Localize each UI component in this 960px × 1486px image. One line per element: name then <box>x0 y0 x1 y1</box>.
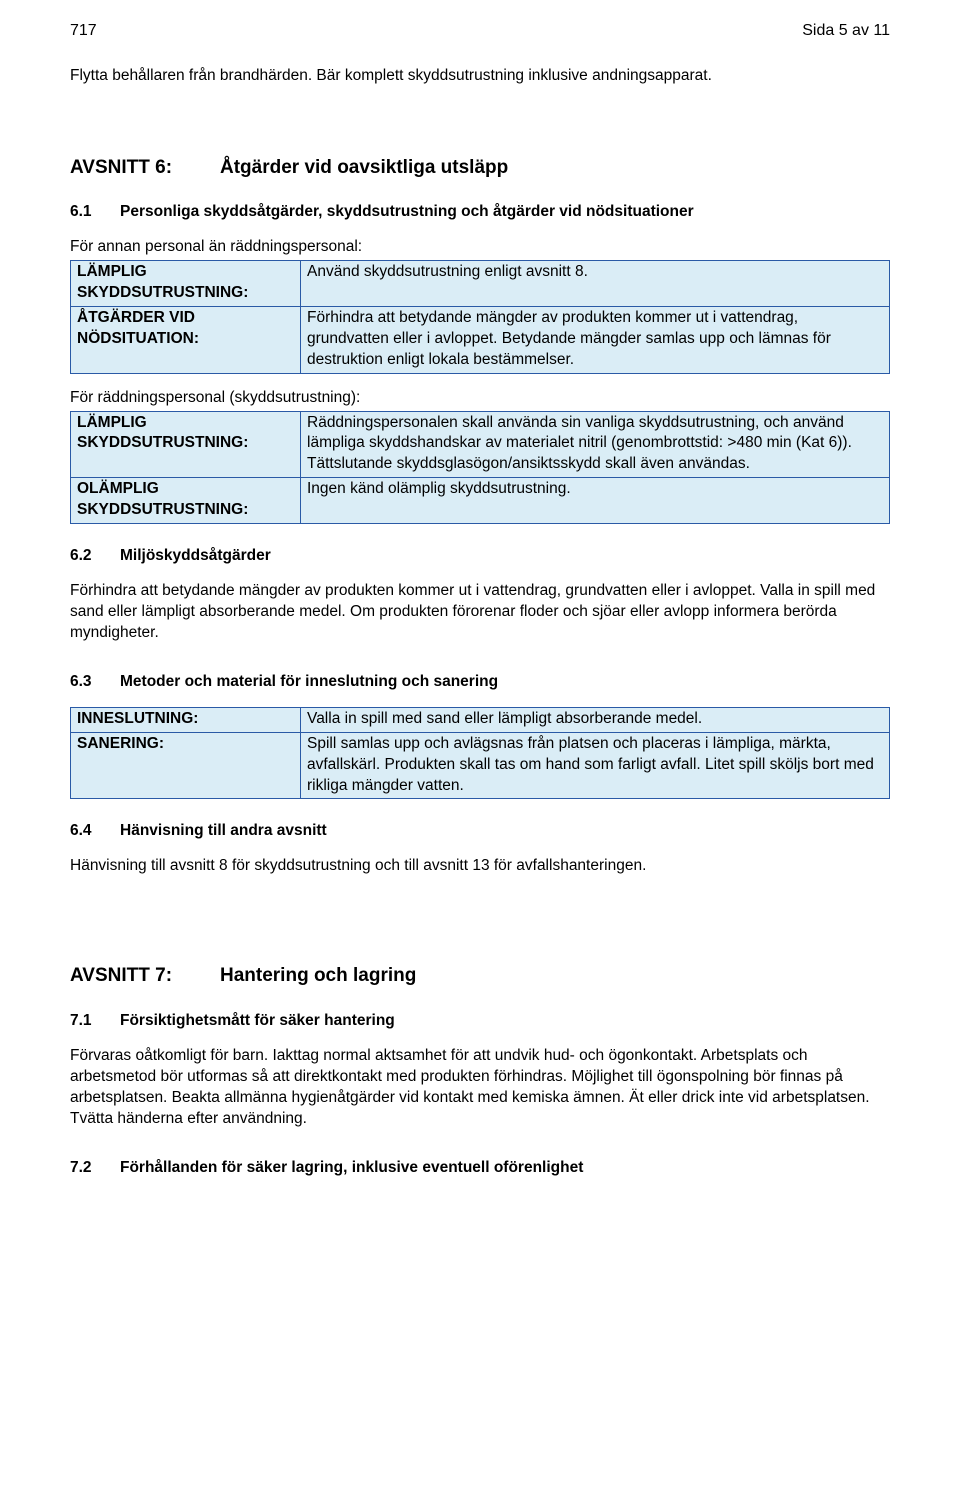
subsection-title: Hänvisning till andra avsnitt <box>120 821 327 842</box>
subsection-7-2: 7.2 Förhållanden för säker lagring, inkl… <box>70 1158 890 1179</box>
subsection-6-3: 6.3 Metoder och material för inneslutnin… <box>70 672 890 693</box>
table-row: ÅTGÄRDER VID NÖDSITUATION: Förhindra att… <box>71 306 890 373</box>
section-6-heading: AVSNITT 6: Åtgärder vid oavsiktliga utsl… <box>70 155 890 181</box>
subsection-6-4: 6.4 Hänvisning till andra avsnitt <box>70 821 890 842</box>
row-value: Förhindra att betydande mängder av produ… <box>301 306 890 373</box>
subsection-number: 7.2 <box>70 1158 120 1179</box>
subsection-title: Miljöskyddsåtgärder <box>120 546 271 567</box>
body-text: Förvaras oåtkomligt för barn. Iakttag no… <box>70 1046 890 1130</box>
row-value: Valla in spill med sand eller lämpligt a… <box>301 707 890 732</box>
intro-paragraph: Flytta behållaren från brandhärden. Bär … <box>70 66 890 87</box>
subsection-number: 6.1 <box>70 202 120 223</box>
body-text: Förhindra att betydande mängder av produ… <box>70 581 890 644</box>
page-header: 717 Sida 5 av 11 <box>70 20 890 42</box>
section-title: Åtgärder vid oavsiktliga utsläpp <box>220 155 508 181</box>
section-label: AVSNITT 7: <box>70 963 220 989</box>
row-value: Räddningspersonalen skall använda sin va… <box>301 411 890 478</box>
row-key: LÄMPLIG SKYDDSUTRUSTNING: <box>71 411 301 478</box>
section-7-heading: AVSNITT 7: Hantering och lagring <box>70 963 890 989</box>
row-value: Ingen känd olämplig skyddsutrustning. <box>301 478 890 524</box>
subsection-title: Personliga skyddsåtgärder, skyddsutrustn… <box>120 202 694 223</box>
header-right: Sida 5 av 11 <box>802 20 890 42</box>
row-key: LÄMPLIG SKYDDSUTRUSTNING: <box>71 261 301 307</box>
subsection-6-2: 6.2 Miljöskyddsåtgärder <box>70 546 890 567</box>
table-row: INNESLUTNING: Valla in spill med sand el… <box>71 707 890 732</box>
table-row: LÄMPLIG SKYDDSUTRUSTNING: Använd skyddsu… <box>71 261 890 307</box>
row-key: SANERING: <box>71 732 301 799</box>
info-table: INNESLUTNING: Valla in spill med sand el… <box>70 707 890 800</box>
table-caption: För annan personal än räddningspersonal: <box>70 237 890 258</box>
table-row: SANERING: Spill samlas upp och avlägsnas… <box>71 732 890 799</box>
info-table: LÄMPLIG SKYDDSUTRUSTNING: Räddningsperso… <box>70 411 890 525</box>
row-key: OLÄMPLIG SKYDDSUTRUSTNING: <box>71 478 301 524</box>
section-label: AVSNITT 6: <box>70 155 220 181</box>
subsection-title: Försiktighetsmått för säker hantering <box>120 1011 395 1032</box>
row-value: Spill samlas upp och avlägsnas från plat… <box>301 732 890 799</box>
table-row: LÄMPLIG SKYDDSUTRUSTNING: Räddningsperso… <box>71 411 890 478</box>
info-table: LÄMPLIG SKYDDSUTRUSTNING: Använd skyddsu… <box>70 260 890 374</box>
table-caption: För räddningspersonal (skyddsutrustning)… <box>70 388 890 409</box>
header-left: 717 <box>70 20 97 42</box>
subsection-number: 7.1 <box>70 1011 120 1032</box>
subsection-title: Metoder och material för inneslutning oc… <box>120 672 498 693</box>
row-value: Använd skyddsutrustning enligt avsnitt 8… <box>301 261 890 307</box>
row-key: INNESLUTNING: <box>71 707 301 732</box>
subsection-7-1: 7.1 Försiktighetsmått för säker hanterin… <box>70 1011 890 1032</box>
table-row: OLÄMPLIG SKYDDSUTRUSTNING: Ingen känd ol… <box>71 478 890 524</box>
body-text: Hänvisning till avsnitt 8 för skyddsutru… <box>70 856 890 877</box>
row-key: ÅTGÄRDER VID NÖDSITUATION: <box>71 306 301 373</box>
subsection-title: Förhållanden för säker lagring, inklusiv… <box>120 1158 583 1179</box>
subsection-number: 6.3 <box>70 672 120 693</box>
subsection-number: 6.4 <box>70 821 120 842</box>
subsection-6-1: 6.1 Personliga skyddsåtgärder, skyddsutr… <box>70 202 890 223</box>
section-title: Hantering och lagring <box>220 963 416 989</box>
subsection-number: 6.2 <box>70 546 120 567</box>
